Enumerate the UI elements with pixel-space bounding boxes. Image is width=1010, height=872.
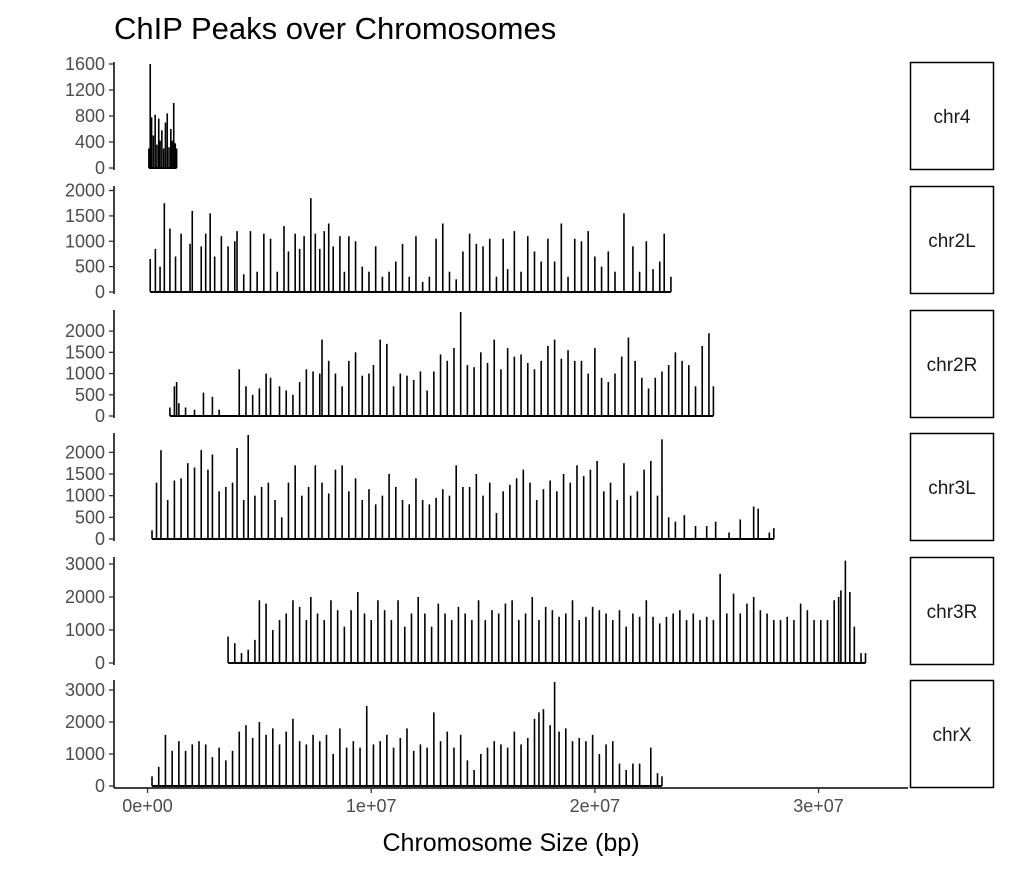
panel-chr3R: 0 1000 2000 3000 chr3R (65, 554, 995, 673)
facet-strip-label: chr3L (928, 478, 976, 499)
y-tick-label: 0 (95, 282, 105, 302)
y-tick-label: 2000 (65, 587, 105, 607)
facet-strip-label: chr2L (928, 231, 976, 252)
facet-strip-label: chr3R (927, 602, 978, 623)
facet-strip (909, 309, 995, 419)
facet-strip-label: chr4 (934, 107, 971, 128)
x-tick-label: 3e+07 (793, 796, 844, 816)
y-tick-label: 0 (95, 406, 105, 426)
y-tick-label: 0 (95, 776, 105, 796)
y-tick-label: 1600 (65, 54, 105, 74)
y-tick-label: 1500 (65, 342, 105, 362)
panel-chrX: 0 1000 2000 3000 chrX (65, 679, 995, 796)
facet-strip (909, 556, 995, 666)
y-tick-label: 2000 (65, 321, 105, 341)
y-tick-label: 500 (75, 507, 105, 527)
facet-strip (909, 61, 995, 171)
y-tick-label: 1500 (65, 206, 105, 226)
chart-title: ChIP Peaks over Chromosomes (114, 11, 556, 46)
facet-strip (909, 679, 995, 789)
y-tick-label: 0 (95, 529, 105, 549)
y-tick-label: 2000 (65, 442, 105, 462)
y-tick-label: 1000 (65, 231, 105, 251)
y-tick-label: 1200 (65, 80, 105, 100)
facet-strip-label: chr2R (927, 355, 978, 376)
panel-chr2L: 0 500 1000 1500 2000 chr2L (65, 181, 995, 302)
x-tick-label: 1e+07 (346, 796, 397, 816)
y-tick-label: 500 (75, 257, 105, 277)
facet-panels: 040080012001600chr40500100015002000chr2L… (65, 54, 995, 796)
y-tick-label: 800 (75, 106, 105, 126)
x-axis: 0e+00 1e+07 2e+07 3e+07 (114, 787, 908, 816)
facet-strip-label: chrX (932, 725, 971, 746)
panel-chr4: 0 400 800 1200 1600 chr4 (65, 54, 995, 178)
x-tick-label: 0e+00 (122, 796, 173, 816)
facet-strip (909, 432, 995, 542)
y-tick-label: 2000 (65, 181, 105, 201)
facet-strip (909, 185, 995, 295)
y-tick-label: 1000 (65, 744, 105, 764)
x-tick-label: 2e+07 (570, 796, 621, 816)
y-tick-label: 3000 (65, 554, 105, 574)
y-tick-label: 1500 (65, 464, 105, 484)
y-tick-label: 400 (75, 132, 105, 152)
y-tick-label: 500 (75, 385, 105, 405)
x-axis-title: Chromosome Size (bp) (382, 829, 639, 857)
y-tick-label: 1000 (65, 364, 105, 384)
y-tick-label: 0 (95, 158, 105, 178)
y-tick-label: 2000 (65, 712, 105, 732)
y-tick-label: 0 (95, 653, 105, 673)
y-tick-label: 1000 (65, 620, 105, 640)
y-tick-label: 1000 (65, 486, 105, 506)
y-tick-label: 3000 (65, 680, 105, 700)
